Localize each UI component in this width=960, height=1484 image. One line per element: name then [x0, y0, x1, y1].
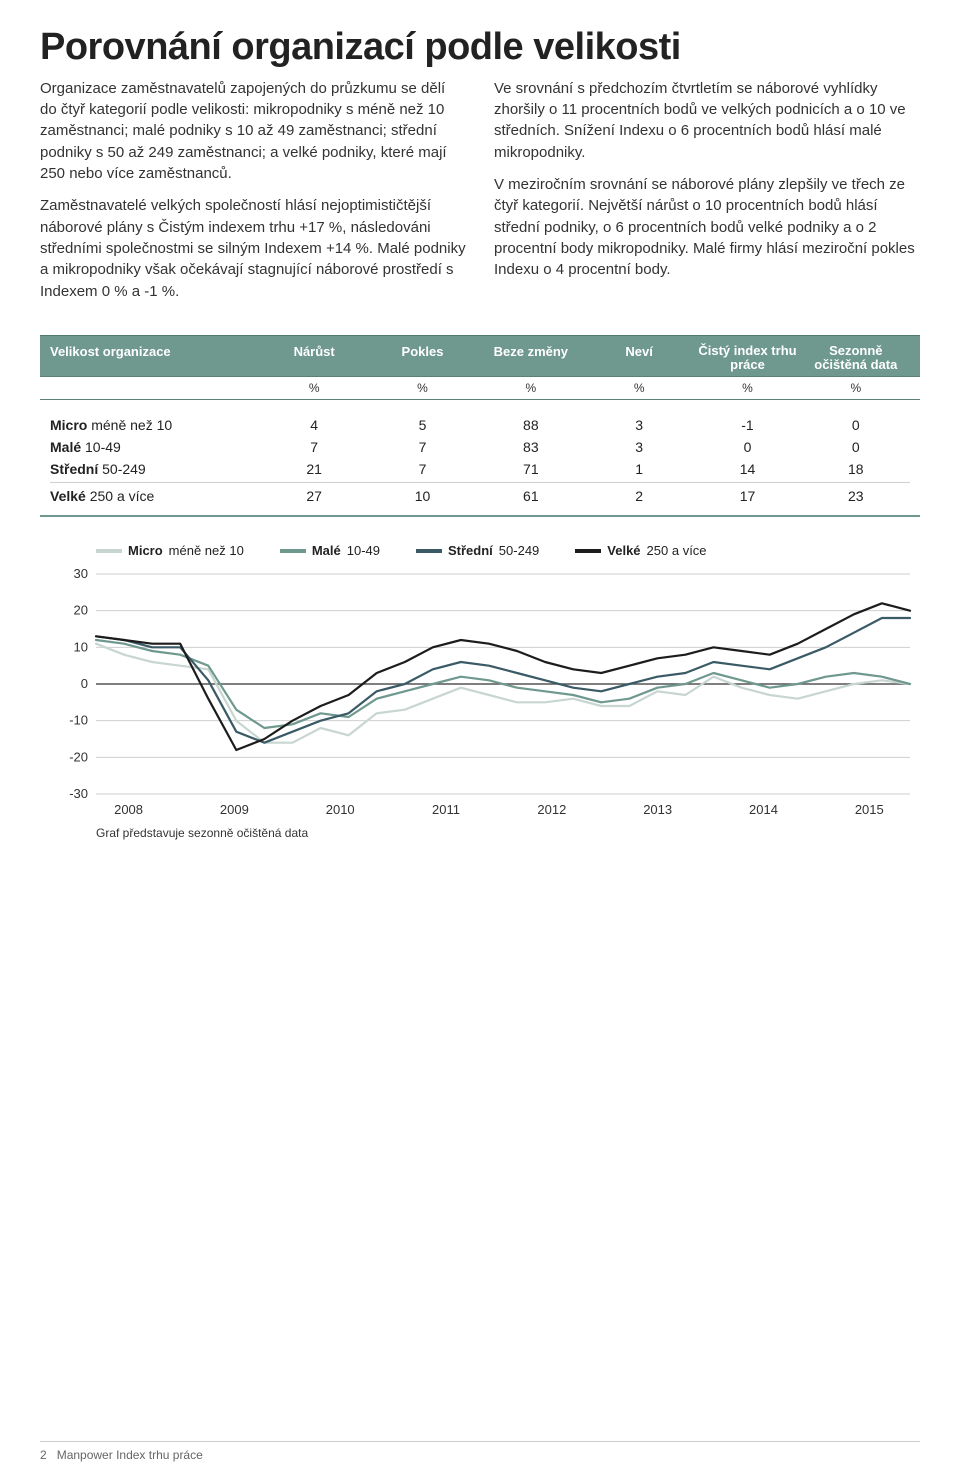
th-dontknow: Neví — [585, 344, 693, 373]
col-right: Ve srovnání s předchozím čtvrtletím se n… — [494, 78, 920, 313]
chart-legend: Micro méně než 10 Malé 10-49 Střední 50-24… — [40, 543, 920, 558]
cell-c6: 0 — [802, 417, 910, 433]
cell-c2: 5 — [368, 417, 476, 433]
cell-c5: 17 — [693, 488, 801, 504]
unit-c4: % — [585, 381, 693, 395]
svg-text:30: 30 — [74, 566, 88, 581]
p-right-1: Ve srovnání s předchozím čtvrtletím se n… — [494, 78, 920, 163]
p-right-2: V meziročním srovnání se náborové plány … — [494, 174, 920, 280]
cell-c5: -1 — [693, 417, 801, 433]
row-label: Velké 250 a více — [50, 488, 260, 504]
unit-c3: % — [477, 381, 585, 395]
th-decrease: Pokles — [368, 344, 476, 373]
svg-text:-10: -10 — [69, 713, 88, 728]
table-row: Malé 10-497783300 — [50, 436, 910, 458]
series-line — [96, 644, 910, 743]
svg-text:10: 10 — [74, 640, 88, 655]
p-left-2: Zaměstnavatelé velkých společností hlásí… — [40, 195, 466, 301]
th-nochange: Beze změny — [477, 344, 585, 373]
svg-text:-20: -20 — [69, 750, 88, 765]
legend-item: Malé 10-49 — [280, 543, 380, 558]
cell-c3: 61 — [477, 488, 585, 504]
svg-text:2014: 2014 — [749, 802, 778, 817]
footer-doc-title: Manpower Index trhu práce — [57, 1448, 203, 1462]
cell-c1: 7 — [260, 439, 368, 455]
cell-c4: 1 — [585, 461, 693, 477]
table-row: Velké 250 a více27106121723 — [50, 482, 910, 507]
svg-text:2009: 2009 — [220, 802, 249, 817]
page-title: Porovnání organizací podle velikosti — [40, 28, 920, 68]
svg-text:2008: 2008 — [114, 802, 143, 817]
unit-c6: % — [802, 381, 910, 395]
legend-label-rest: 10-49 — [347, 543, 380, 558]
legend-label-bold: Střední — [448, 543, 493, 558]
legend-label-rest: 250 a více — [647, 543, 707, 558]
legend-label-rest: méně než 10 — [169, 543, 244, 558]
footer-page-num: 2 — [40, 1448, 47, 1462]
cell-c4: 3 — [585, 417, 693, 433]
svg-text:2010: 2010 — [326, 802, 355, 817]
line-chart: 3020100-10-20-30200820092010201120122013… — [40, 564, 920, 824]
legend-item: Střední 50-249 — [416, 543, 539, 558]
cell-c2: 7 — [368, 461, 476, 477]
col-left: Organizace zaměstnavatelů zapojených do … — [40, 78, 466, 313]
legend-label-bold: Velké — [607, 543, 640, 558]
cell-c3: 71 — [477, 461, 585, 477]
svg-text:20: 20 — [74, 603, 88, 618]
table-header-row: Velikost organizace Nárůst Pokles Beze z… — [40, 335, 920, 377]
body-columns: Organizace zaměstnavatelů zapojených do … — [40, 78, 920, 313]
th-increase: Nárůst — [260, 344, 368, 373]
legend-label-rest: 50-249 — [499, 543, 539, 558]
legend-swatch — [416, 549, 442, 553]
svg-text:-30: -30 — [69, 786, 88, 801]
svg-text:0: 0 — [81, 676, 88, 691]
table-row: Střední 50-2492177111418 — [50, 458, 910, 480]
cell-c1: 27 — [260, 488, 368, 504]
chart-caption: Graf představuje sezonně očištěná data — [40, 826, 920, 840]
cell-c5: 14 — [693, 461, 801, 477]
cell-c6: 23 — [802, 488, 910, 504]
svg-text:2011: 2011 — [432, 802, 460, 817]
svg-text:2012: 2012 — [537, 802, 566, 817]
cell-c5: 0 — [693, 439, 801, 455]
legend-item: Velké 250 a více — [575, 543, 706, 558]
th-seasonal: Sezonně očištěná data — [802, 344, 910, 373]
unit-c2: % — [368, 381, 476, 395]
svg-text:2013: 2013 — [643, 802, 672, 817]
unit-c0 — [50, 381, 260, 395]
series-line — [96, 604, 910, 751]
row-label: Micro méně než 10 — [50, 417, 260, 433]
th-net-index: Čistý index trhu práce — [693, 344, 801, 373]
row-label: Střední 50-249 — [50, 461, 260, 477]
unit-c1: % — [260, 381, 368, 395]
unit-c5: % — [693, 381, 801, 395]
cell-c1: 21 — [260, 461, 368, 477]
legend-swatch — [575, 549, 601, 553]
cell-c2: 7 — [368, 439, 476, 455]
cell-c4: 2 — [585, 488, 693, 504]
legend-item: Micro méně než 10 — [96, 543, 244, 558]
legend-label-bold: Micro — [128, 543, 163, 558]
th-org-size: Velikost organizace — [50, 344, 260, 373]
cell-c6: 18 — [802, 461, 910, 477]
size-table: Velikost organizace Nárůst Pokles Beze z… — [40, 335, 920, 518]
page-footer: 2 Manpower Index trhu práce — [40, 1441, 920, 1462]
cell-c4: 3 — [585, 439, 693, 455]
legend-swatch — [96, 549, 122, 553]
cell-c6: 0 — [802, 439, 910, 455]
svg-text:2015: 2015 — [855, 802, 884, 817]
table-body: Micro méně než 1045883-10Malé 10-4977833… — [40, 400, 920, 517]
table-unit-row: % % % % % % — [40, 376, 920, 400]
cell-c3: 83 — [477, 439, 585, 455]
cell-c2: 10 — [368, 488, 476, 504]
table-row: Micro méně než 1045883-10 — [50, 414, 910, 436]
cell-c3: 88 — [477, 417, 585, 433]
cell-c1: 4 — [260, 417, 368, 433]
chart-block: Micro méně než 10 Malé 10-49 Střední 50-24… — [40, 543, 920, 840]
row-label: Malé 10-49 — [50, 439, 260, 455]
legend-label-bold: Malé — [312, 543, 341, 558]
legend-swatch — [280, 549, 306, 553]
p-left-1: Organizace zaměstnavatelů zapojených do … — [40, 78, 466, 184]
